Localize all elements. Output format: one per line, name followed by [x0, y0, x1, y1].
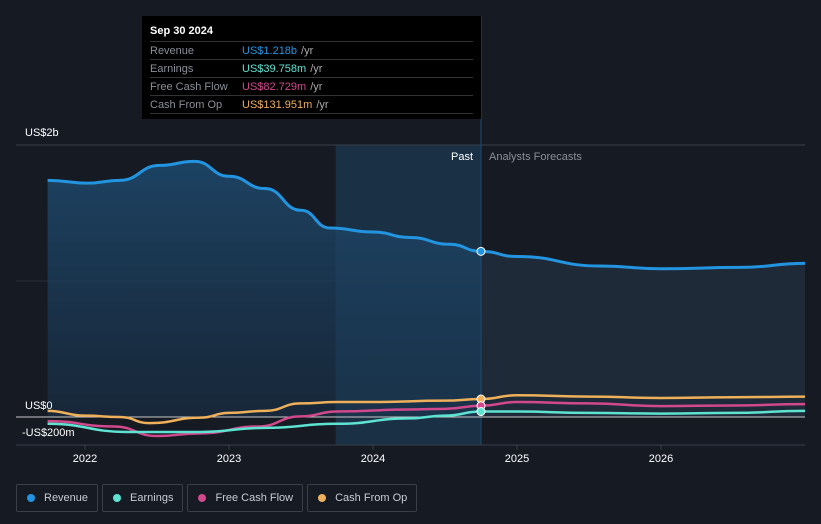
- legend-dot-icon: [27, 494, 35, 502]
- tooltip-date: Sep 30 2024: [150, 25, 213, 37]
- line-cash-from-op: [47, 393, 806, 425]
- x-tick-label-2022: 2022: [73, 453, 97, 465]
- tooltip-value: US$1.218b: [242, 44, 298, 57]
- tooltip-value: US$39.758m: [242, 62, 307, 75]
- legend-item-earnings[interactable]: Earnings: [102, 484, 184, 512]
- revenue-area-forecast: [481, 251, 805, 417]
- point-marker[interactable]: [476, 246, 486, 256]
- y-label-neg: -US$200m: [22, 427, 75, 439]
- legend-label: Earnings: [130, 492, 174, 504]
- y-label-zero: US$0: [25, 400, 53, 412]
- tooltip-row: Free Cash Flow US$82.729m/yr: [150, 77, 473, 95]
- tooltip-row: Earnings US$39.758m/yr: [150, 59, 473, 77]
- legend-dot-icon: [318, 494, 327, 502]
- legend-dot-icon: [198, 494, 207, 502]
- tooltip-label: Free Cash Flow: [150, 80, 228, 93]
- legend: Revenue Earnings Free Cash Flow Cash From O…: [16, 484, 418, 512]
- tooltip: Sep 30 2024 Revenue US$1.218b/yr Earnings U…: [142, 16, 481, 119]
- tooltip-unit: /yr: [310, 62, 323, 75]
- line-free-cash-flow: [47, 400, 806, 438]
- legend-dot-icon: [113, 494, 122, 502]
- tooltip-unit: /yr: [310, 80, 323, 93]
- x-tick-label-2025: 2025: [505, 453, 529, 465]
- line-revenue: [47, 159, 806, 271]
- line-earnings: [47, 409, 806, 434]
- tooltip-label: Earnings: [150, 62, 194, 75]
- tooltip-unit: /yr: [316, 98, 329, 111]
- tooltip-unit: /yr: [301, 44, 314, 57]
- legend-item-cash-from-op[interactable]: Cash From Op: [307, 484, 418, 512]
- forecast-label: Analysts Forecasts: [489, 151, 582, 163]
- x-tick-label-2026: 2026: [649, 453, 673, 465]
- x-tick-label-2023: 2023: [217, 453, 241, 465]
- tooltip-value: US$82.729m: [242, 80, 307, 93]
- tooltip-label: Cash From Op: [150, 98, 223, 111]
- revenue-area-past: [47, 161, 482, 417]
- legend-label: Cash From Op: [335, 492, 408, 504]
- tooltip-label: Revenue: [150, 44, 195, 57]
- tooltip-value: US$131.951m: [242, 98, 313, 111]
- legend-item-free-cash-flow[interactable]: Free Cash Flow: [187, 484, 304, 512]
- tooltip-row: Revenue US$1.218b/yr: [150, 41, 473, 59]
- tooltip-row: Cash From Op US$131.951m/yr: [150, 95, 473, 114]
- y-label-top: US$2b: [25, 127, 59, 139]
- legend-item-revenue[interactable]: Revenue: [16, 484, 99, 512]
- x-tick-label-2024: 2024: [361, 453, 385, 465]
- past-label: Past: [451, 151, 473, 163]
- legend-label: Revenue: [44, 492, 89, 504]
- point-marker[interactable]: [476, 407, 486, 417]
- legend-label: Free Cash Flow: [215, 492, 294, 504]
